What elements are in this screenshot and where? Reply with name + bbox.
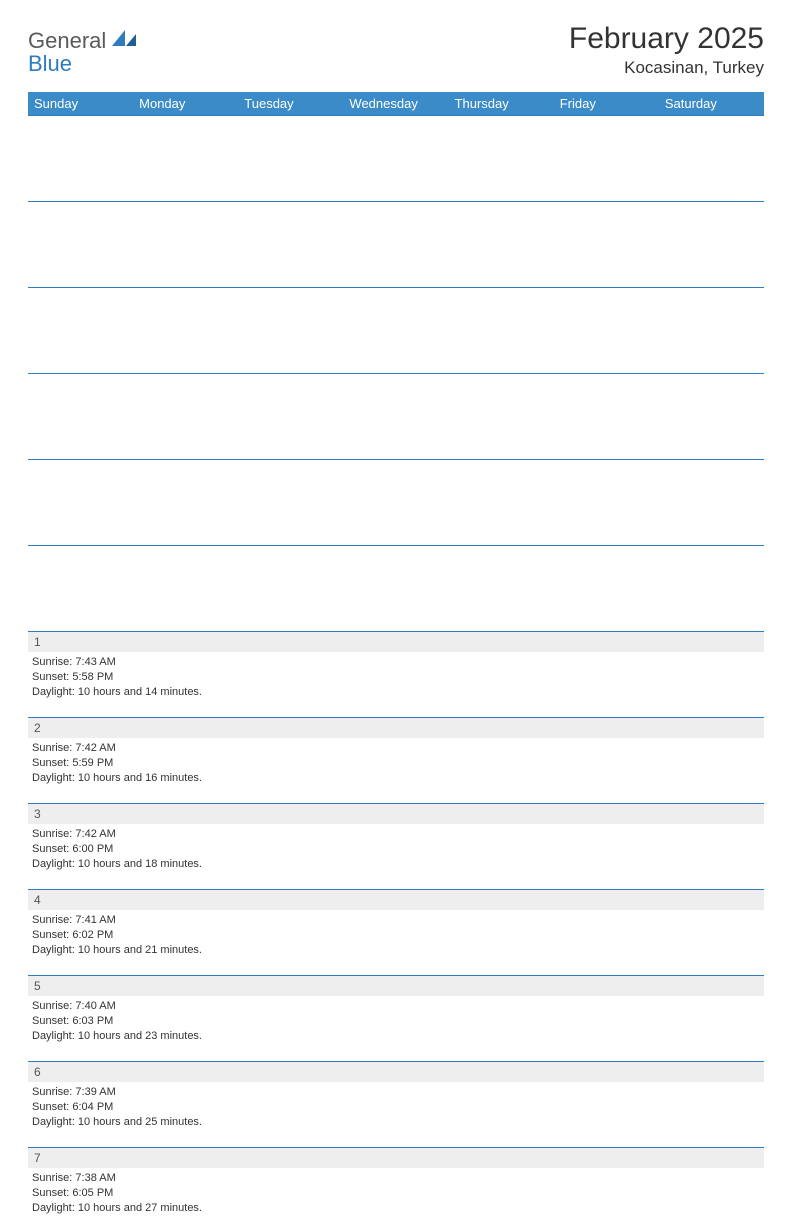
calendar-cell: .	[28, 373, 764, 459]
calendar-cell: 7 Sunrise: 7:38 AMSunset: 6:05 PMDaylight…	[28, 1147, 764, 1224]
day-detail: Sunrise: 7:38 AMSunset: 6:05 PMDaylight:…	[32, 1171, 760, 1216]
sunset-line: Sunset: 6:03 PM	[32, 1014, 760, 1029]
sunset-line: Sunset: 5:58 PM	[32, 670, 760, 685]
day-number: 6	[28, 1062, 764, 1082]
weekday-header-cell: Wednesday	[343, 92, 448, 115]
daylight-line: Daylight: 10 hours and 21 minutes.	[32, 943, 760, 958]
weekday-header-cell: Sunday	[28, 92, 133, 115]
calendar-cell: .	[28, 115, 764, 201]
weekday-header-cell: Saturday	[659, 92, 764, 115]
calendar-cell: .	[28, 287, 764, 373]
day-number: 5	[28, 976, 764, 996]
day-detail: Sunrise: 7:43 AMSunset: 5:58 PMDaylight:…	[32, 655, 760, 700]
sunset-line: Sunset: 6:05 PM	[32, 1186, 760, 1201]
calendar-cell: .	[28, 201, 764, 287]
calendar-weekday-header: SundayMondayTuesdayWednesdayThursdayFrid…	[28, 92, 764, 115]
day-number: 1	[28, 632, 764, 652]
calendar-cell: 5 Sunrise: 7:40 AMSunset: 6:03 PMDaylight…	[28, 975, 764, 1061]
sunrise-line: Sunrise: 7:43 AM	[32, 655, 760, 670]
calendar-cell: .	[28, 459, 764, 545]
sunset-line: Sunset: 5:59 PM	[32, 756, 760, 771]
title-block: February 2025 Kocasinan, Turkey	[569, 22, 764, 78]
day-detail: Sunrise: 7:39 AMSunset: 6:04 PMDaylight:…	[32, 1085, 760, 1130]
day-number: 7	[28, 1148, 764, 1168]
day-detail: Sunrise: 7:42 AMSunset: 6:00 PMDaylight:…	[32, 827, 760, 872]
day-number: 3	[28, 804, 764, 824]
daylight-line: Daylight: 10 hours and 25 minutes.	[32, 1115, 760, 1130]
page-header: General Blue February 2025 Kocasinan, Tu…	[28, 22, 764, 78]
day-number: 2	[28, 718, 764, 738]
day-detail: Sunrise: 7:40 AMSunset: 6:03 PMDaylight:…	[32, 999, 760, 1044]
sunrise-line: Sunrise: 7:39 AM	[32, 1085, 760, 1100]
weekday-header-cell: Thursday	[449, 92, 554, 115]
logo-line1: General	[28, 28, 106, 53]
calendar-cell: 4 Sunrise: 7:41 AMSunset: 6:02 PMDaylight…	[28, 889, 764, 975]
sunrise-line: Sunrise: 7:42 AM	[32, 741, 760, 756]
daylight-line: Daylight: 10 hours and 14 minutes.	[32, 685, 760, 700]
sunrise-line: Sunrise: 7:41 AM	[32, 913, 760, 928]
daylight-line: Daylight: 10 hours and 23 minutes.	[32, 1029, 760, 1044]
day-number: 4	[28, 890, 764, 910]
sunrise-line: Sunrise: 7:38 AM	[32, 1171, 760, 1186]
logo-text: General Blue	[28, 28, 138, 75]
sunrise-line: Sunrise: 7:42 AM	[32, 827, 760, 842]
sunset-line: Sunset: 6:00 PM	[32, 842, 760, 857]
month-title: February 2025	[569, 22, 764, 56]
day-detail: Sunrise: 7:42 AMSunset: 5:59 PMDaylight:…	[32, 741, 760, 786]
calendar-cell: 6 Sunrise: 7:39 AMSunset: 6:04 PMDaylight…	[28, 1061, 764, 1147]
day-detail: Sunrise: 7:41 AMSunset: 6:02 PMDaylight:…	[32, 913, 760, 958]
daylight-line: Daylight: 10 hours and 27 minutes.	[32, 1201, 760, 1216]
calendar-cell: 2 Sunrise: 7:42 AMSunset: 5:59 PMDaylight…	[28, 717, 764, 803]
calendar-body: ......1Sunrise: 7:43 AMSunset: 5:58 PMDa…	[28, 115, 764, 1224]
calendar-cell: 1 Sunrise: 7:43 AMSunset: 5:58 PMDaylight…	[28, 631, 764, 717]
calendar-cell: .	[28, 545, 764, 631]
sunrise-line: Sunrise: 7:40 AM	[32, 999, 760, 1014]
daylight-line: Daylight: 10 hours and 16 minutes.	[32, 771, 760, 786]
logo: General Blue	[28, 22, 138, 75]
weekday-header-cell: Tuesday	[238, 92, 343, 115]
calendar-cell: 3 Sunrise: 7:42 AMSunset: 6:00 PMDaylight…	[28, 803, 764, 889]
calendar: SundayMondayTuesdayWednesdayThursdayFrid…	[28, 92, 764, 1224]
weekday-header-cell: Friday	[554, 92, 659, 115]
sunset-line: Sunset: 6:02 PM	[32, 928, 760, 943]
sunset-line: Sunset: 6:04 PM	[32, 1100, 760, 1115]
daylight-line: Daylight: 10 hours and 18 minutes.	[32, 857, 760, 872]
location-label: Kocasinan, Turkey	[569, 58, 764, 78]
logo-line2: Blue	[28, 51, 72, 76]
logo-sail-icon	[112, 28, 138, 48]
weekday-header-cell: Monday	[133, 92, 238, 115]
